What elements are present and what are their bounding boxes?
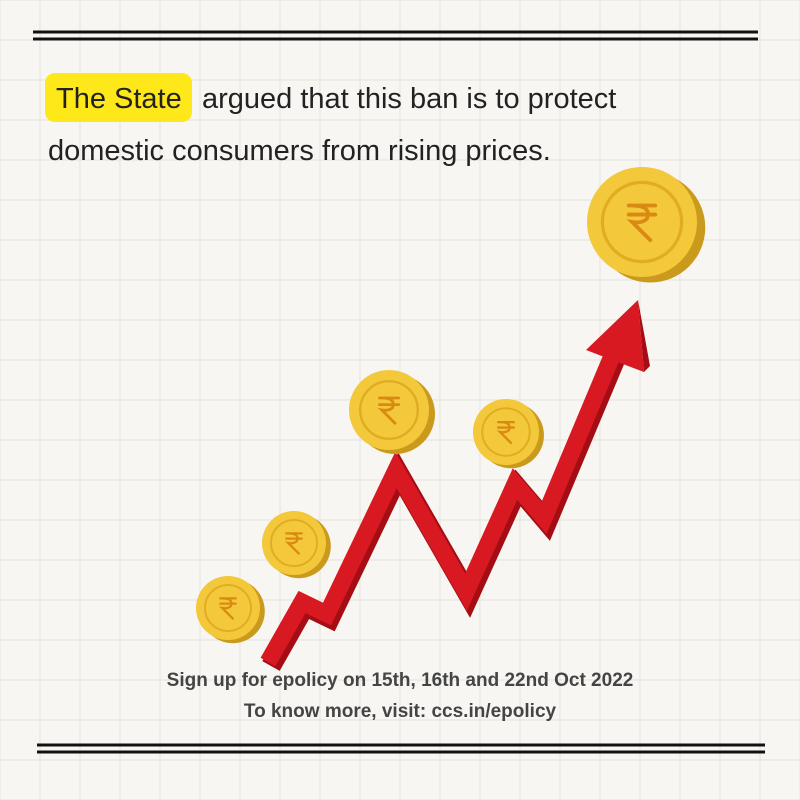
headline-line: argued that this ban is to protect (202, 83, 616, 115)
rupee-icon (626, 203, 658, 243)
arrow (260, 300, 650, 671)
coin (196, 576, 265, 644)
footer-line: Sign up for epolicy on 15th, 16th and 22… (167, 670, 634, 691)
coin-ring (203, 584, 252, 633)
rupee-icon (377, 396, 400, 425)
coin-ring (600, 180, 684, 264)
headline-line: domestic consumers from rising prices. (48, 135, 551, 167)
rupee-icon (284, 532, 303, 555)
bottom-rule (37, 743, 765, 754)
coin (349, 370, 435, 454)
highlight-box (45, 73, 192, 122)
footer-line: To know more, visit: ccs.in/epolicy (244, 701, 557, 722)
coin (262, 511, 331, 579)
coin-ring (359, 380, 420, 441)
coin (587, 167, 706, 283)
coin-ring (269, 519, 318, 568)
coin (473, 399, 544, 469)
rupee-icon (496, 420, 516, 445)
coin-ring (481, 407, 531, 457)
coins (196, 167, 706, 644)
rupee-icon (218, 597, 237, 620)
highlight-text: The State (56, 83, 182, 115)
top-rule (33, 30, 758, 41)
